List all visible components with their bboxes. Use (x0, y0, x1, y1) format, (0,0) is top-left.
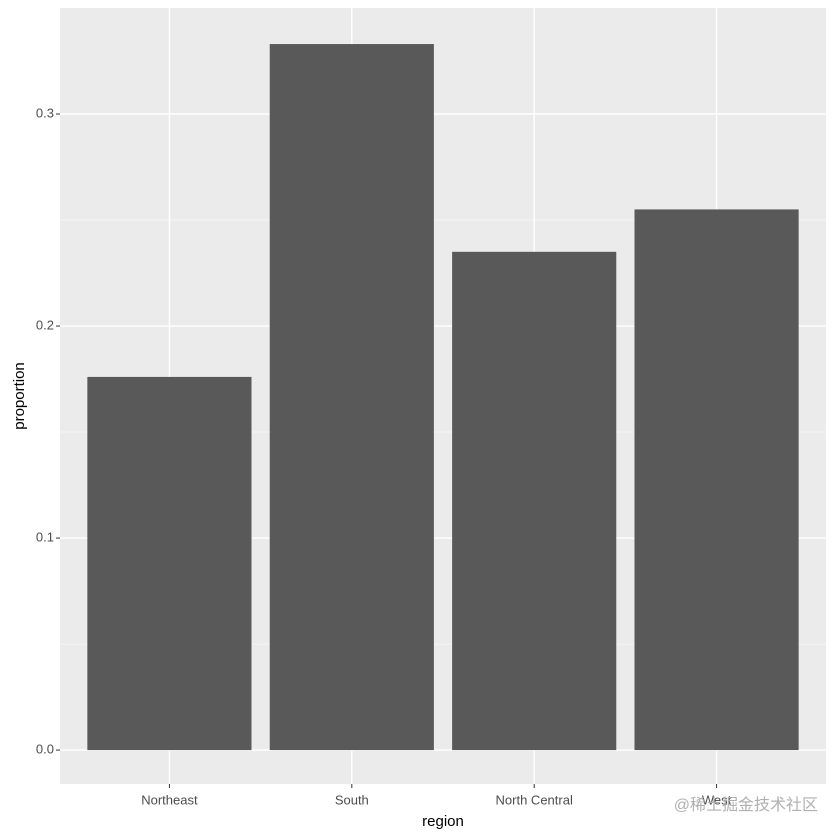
y-tick-label: 0.2 (36, 317, 54, 332)
x-axis-title: region (422, 813, 464, 830)
y-tick-label: 0.1 (36, 529, 54, 544)
y-axis-title: proportion (11, 362, 28, 430)
x-tick-label: Northeast (141, 792, 198, 807)
bar (452, 251, 617, 751)
bar (87, 376, 252, 751)
x-tick-label: West (702, 792, 732, 807)
bar (634, 209, 799, 751)
watermark: @稀土掘金技术社区 (674, 796, 818, 814)
y-tick-label: 0.3 (36, 105, 54, 120)
y-tick-label: 0.0 (36, 742, 54, 757)
x-tick-label: South (335, 792, 369, 807)
bar (269, 44, 434, 751)
x-tick-label: North Central (496, 792, 573, 807)
